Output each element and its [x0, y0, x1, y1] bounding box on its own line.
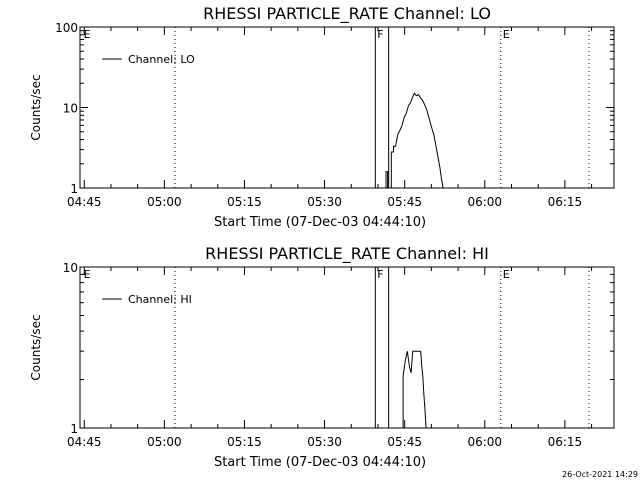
lo-xtick-label: 05:15	[227, 195, 262, 209]
lo-marker-f-1: F	[377, 28, 383, 41]
lo-xtick-label: 06:00	[467, 195, 502, 209]
hi-marker-e-0: E	[84, 268, 91, 281]
hi-plot-frame	[79, 266, 615, 429]
lo-xaxis-label: Start Time (07-Dec-03 04:44:10)	[214, 215, 426, 230]
hi-xtick-label: 05:30	[307, 435, 342, 449]
lo-ytick-label-1: 1	[70, 182, 78, 196]
hi-channel-panel: RHESSI PARTICLE_RATE Channel: HI E F E Chann…	[29, 244, 615, 470]
lo-marker-e-0: E	[84, 28, 91, 41]
hi-marker-f-1: F	[377, 268, 383, 281]
hi-xtick-label: 05:00	[147, 435, 182, 449]
hi-xaxis-label: Start Time (07-Dec-03 04:44:10)	[214, 455, 426, 470]
lo-legend-label: Channel: LO	[128, 53, 195, 66]
hi-xtick-label: 04:45	[67, 435, 102, 449]
hi-xtick-label: 06:15	[548, 435, 583, 449]
hi-series-line-0	[402, 350, 427, 429]
hi-legend-label: Channel: HI	[128, 293, 192, 306]
hi-xtick-label: 05:15	[227, 435, 262, 449]
lo-xtick-label: 05:00	[147, 195, 182, 209]
lo-ytick-label-10: 10	[63, 102, 78, 116]
lo-chart-title: RHESSI PARTICLE_RATE Channel: LO	[203, 4, 491, 24]
hi-xtick-label: 05:45	[387, 435, 422, 449]
hi-ytick-label-1: 1	[70, 422, 78, 436]
hi-marker-e-2: E	[503, 268, 510, 281]
lo-xtick-label: 06:15	[548, 195, 583, 209]
lo-channel-panel: RHESSI PARTICLE_RATE Channel: LO E F E Chann…	[29, 4, 615, 230]
hi-yaxis-label: Counts/sec	[29, 314, 43, 380]
hi-xtick-label: 06:00	[467, 435, 502, 449]
hi-ytick-label-10: 10	[63, 261, 78, 275]
lo-plot-frame	[79, 26, 615, 189]
footer-timestamp: 26-Oct-2021 14:29	[562, 470, 638, 479]
lo-xtick-label: 05:45	[387, 195, 422, 209]
hi-chart-title: RHESSI PARTICLE_RATE Channel: HI	[205, 244, 489, 264]
lo-xtick-label: 04:45	[67, 195, 102, 209]
lo-ytick-label-100: 100	[55, 21, 78, 35]
lo-yaxis-label: Counts/sec	[29, 74, 43, 140]
lo-series-line-0	[385, 92, 444, 189]
lo-marker-e-2: E	[503, 28, 510, 41]
lo-xtick-label: 05:30	[307, 195, 342, 209]
